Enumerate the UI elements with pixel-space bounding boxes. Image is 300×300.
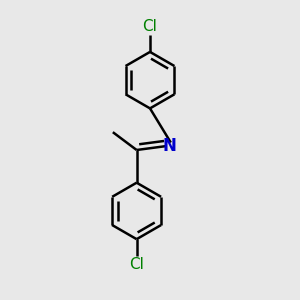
Text: Cl: Cl <box>142 19 158 34</box>
Text: Cl: Cl <box>129 257 144 272</box>
Text: N: N <box>162 136 176 154</box>
